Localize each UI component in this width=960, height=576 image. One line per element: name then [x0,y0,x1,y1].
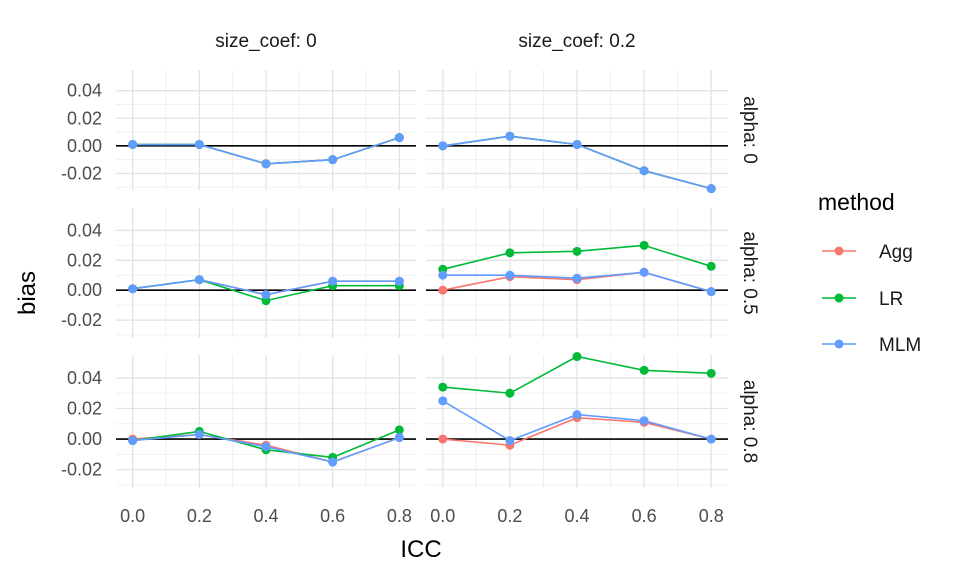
panel-r0-c1 [426,70,728,190]
data-point-lr [706,368,716,378]
data-point-mlm [438,141,448,151]
data-point-mlm [706,287,716,297]
column-strip-label: size_coef: 0 [215,31,316,52]
data-point-mlm [505,270,515,280]
data-point-mlm [639,416,649,426]
data-point-lr [505,248,515,258]
panel-r1-c1 [426,208,728,338]
data-point-mlm [261,159,271,169]
y-axis-title: bias [14,271,41,315]
y-tick-label: -0.02 [61,460,102,480]
panel-data-r1-c0 [128,275,404,306]
panel-data-r2-c0 [128,425,404,467]
panel-data-r0-c0 [128,133,404,169]
data-point-lr [572,246,582,256]
x-tick-label: 0.0 [430,506,455,526]
data-point-lr [639,365,649,375]
data-point-lr [572,352,582,362]
y-tick-label: 0.00 [67,136,102,156]
legend-label: MLM [879,335,921,356]
panel-r0-c0 [116,70,416,190]
data-point-lr [639,240,649,250]
y-tick-label: 0.04 [67,368,102,388]
panel-data-r0-c1 [438,131,716,194]
legend-item-mlm: MLM [822,335,921,356]
panel-r2-c0 [116,355,416,488]
x-tick-label: 0.0 [120,506,145,526]
panel-data-r1-c1 [438,240,716,297]
x-axis-title: ICC [400,536,441,563]
legend-label: LR [879,289,903,310]
data-point-mlm [328,155,338,165]
legend-title: method [818,189,895,215]
data-point-mlm [572,273,582,283]
y-tick-label: 0.04 [67,81,102,101]
y-tick-label: 0.04 [67,220,102,240]
y-tick-label: 0.00 [67,280,102,300]
data-point-mlm [194,275,204,285]
row-strip-label: alpha: 0 [739,96,760,164]
data-point-mlm [706,184,716,194]
data-point-mlm [438,270,448,280]
x-tick-label: 0.8 [387,506,412,526]
data-point-agg [438,285,448,295]
data-point-mlm [128,139,138,149]
data-point-mlm [328,276,338,286]
data-point-mlm [505,436,515,446]
data-point-mlm [394,133,404,143]
data-point-mlm [328,457,338,467]
data-point-mlm [706,434,716,444]
data-point-mlm [572,139,582,149]
x-tick-label: 0.2 [187,506,212,526]
data-point-lr [505,388,515,398]
y-tick-label: -0.02 [61,163,102,183]
data-point-mlm [194,139,204,149]
data-point-mlm [394,433,404,443]
y-tick-label: 0.02 [67,399,102,419]
data-point-mlm [394,276,404,286]
data-point-mlm [194,429,204,439]
legend-key-point [834,293,844,303]
x-tick-label: 0.4 [564,506,589,526]
data-point-lr [706,261,716,271]
row-strip-label: alpha: 0.5 [739,231,760,314]
legend-key-point [834,246,844,256]
data-point-mlm [505,131,515,141]
data-point-mlm [261,290,271,300]
x-tick-label: 0.6 [320,506,345,526]
legend-key-point [834,339,844,349]
panel-r1-c0 [116,208,416,338]
data-point-mlm [438,396,448,406]
data-point-mlm [572,410,582,420]
data-point-lr [394,425,404,435]
legend-label: Agg [879,242,913,263]
x-tick-label: 0.2 [497,506,522,526]
x-tick-label: 0.6 [632,506,657,526]
data-point-mlm [128,284,138,294]
x-tick-label: 0.4 [253,506,278,526]
y-tick-label: -0.02 [61,310,102,330]
y-tick-label: 0.02 [67,250,102,270]
data-point-agg [438,434,448,444]
data-point-mlm [261,442,271,452]
panel-data-r2-c1 [438,352,716,450]
row-strip-label: alpha: 0.8 [739,380,760,463]
data-point-mlm [128,436,138,446]
column-strip-label: size_coef: 0.2 [518,31,635,52]
legend-item-lr: LR [822,289,903,310]
data-point-mlm [639,267,649,277]
data-point-lr [438,382,448,392]
legend-item-agg: Agg [822,242,913,263]
y-tick-label: 0.00 [67,429,102,449]
y-tick-label: 0.02 [67,108,102,128]
x-tick-label: 0.8 [699,506,724,526]
data-point-mlm [639,166,649,176]
